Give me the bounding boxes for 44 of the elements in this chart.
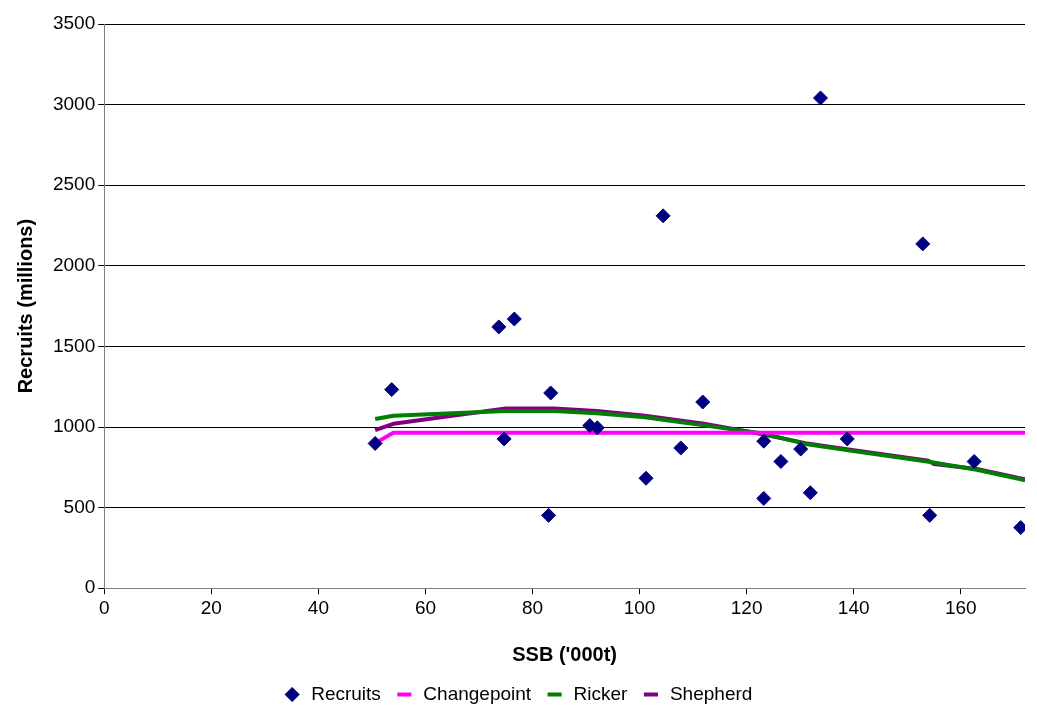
point <box>922 507 938 523</box>
y-axis-title: Recruits (millions) <box>13 218 36 394</box>
point <box>793 441 809 457</box>
point <box>915 236 931 252</box>
y-tick-label: 3500 <box>52 12 96 34</box>
x-tick-label: 100 <box>623 596 656 618</box>
point <box>543 385 559 401</box>
x-tick-label: 20 <box>200 596 222 618</box>
x-tick-label: 80 <box>521 596 544 618</box>
point <box>695 394 711 410</box>
y-tick-label: 3000 <box>52 92 96 114</box>
point <box>638 470 654 486</box>
y-tick-label: 0 <box>84 576 96 598</box>
point <box>496 431 512 447</box>
point <box>655 208 671 224</box>
point <box>839 431 855 447</box>
point <box>491 319 507 335</box>
point <box>384 382 400 398</box>
point <box>756 433 772 449</box>
x-tick-label: 0 <box>98 596 110 618</box>
point <box>966 454 982 469</box>
y-tick-label: 1000 <box>52 415 96 437</box>
point <box>367 435 383 451</box>
y-tick-label: 500 <box>63 495 96 517</box>
y-tick-label: 2500 <box>52 173 96 195</box>
point <box>813 90 829 106</box>
x-tick-label: 140 <box>837 596 870 618</box>
x-tick-label: 60 <box>414 596 437 618</box>
y-tick-label: 2000 <box>52 254 96 276</box>
legend-label: Changepoint <box>423 682 532 704</box>
legend-label: Recruits <box>311 682 381 704</box>
legend-label: Shepherd <box>669 682 753 704</box>
x-tick-label: 120 <box>730 596 763 618</box>
point <box>506 311 522 327</box>
point <box>802 485 818 501</box>
point <box>773 454 789 469</box>
y-tick-label: 1500 <box>52 334 96 356</box>
x-axis-title: SSB ('000t) <box>512 642 618 665</box>
point <box>756 490 772 506</box>
point <box>673 440 689 456</box>
x-tick-label: 160 <box>944 596 977 618</box>
x-tick-label: 40 <box>307 596 329 618</box>
legend-label: Ricker <box>573 682 629 704</box>
point <box>541 507 557 523</box>
